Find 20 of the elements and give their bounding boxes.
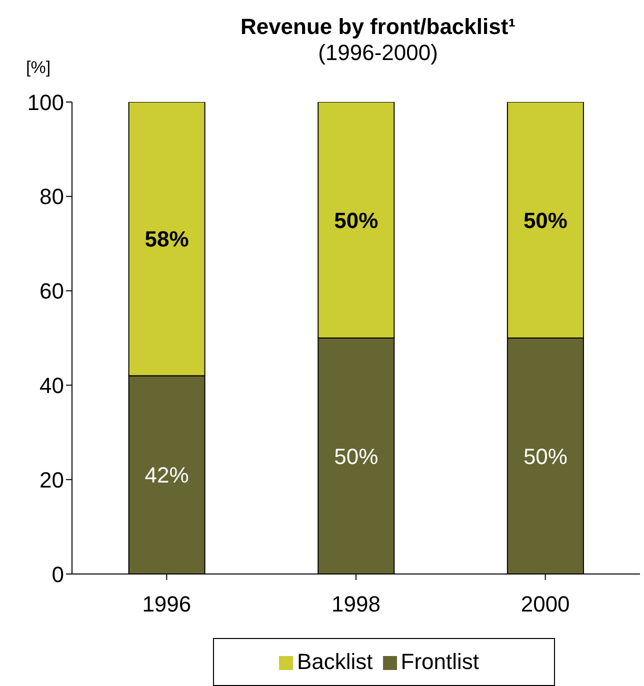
data-label: 58% bbox=[144, 226, 189, 252]
legend-label: Frontlist bbox=[400, 649, 480, 674]
y-tick-label: 40 bbox=[40, 373, 64, 398]
y-tick-label: 0 bbox=[52, 562, 64, 587]
data-label: 50% bbox=[523, 208, 568, 233]
x-tick-label: 1996 bbox=[142, 592, 192, 617]
data-label: 50% bbox=[523, 444, 568, 469]
y-tick-label: 20 bbox=[40, 467, 64, 492]
data-label: 50% bbox=[334, 444, 378, 469]
y-tick-label: 100 bbox=[27, 90, 64, 115]
x-tick-label: 2000 bbox=[520, 592, 570, 617]
y-tick-label: 80 bbox=[40, 184, 64, 210]
chart-title: Revenue by front/backlist¹ bbox=[239, 14, 517, 40]
y-tick-label: 60 bbox=[40, 278, 64, 304]
legend-label: Backlist bbox=[296, 649, 373, 674]
data-label: 42% bbox=[144, 462, 189, 488]
chart-subtitle: (1996-2000) bbox=[317, 40, 439, 66]
y-axis-title: [%] bbox=[26, 58, 51, 78]
x-tick-label: 1998 bbox=[332, 592, 380, 617]
data-label: 50% bbox=[334, 208, 378, 233]
